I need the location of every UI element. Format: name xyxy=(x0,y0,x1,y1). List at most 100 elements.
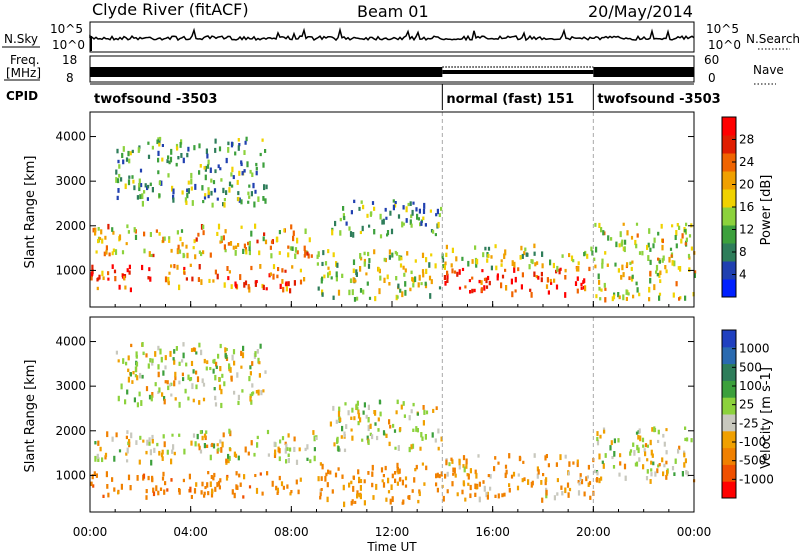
heatmap-cell xyxy=(401,479,404,486)
heatmap-cell xyxy=(190,440,193,446)
heatmap-cell xyxy=(542,473,545,477)
heatmap-cell xyxy=(242,248,245,254)
heatmap-cell xyxy=(214,374,217,381)
heatmap-cell xyxy=(550,281,553,285)
heatmap-cell xyxy=(94,455,97,462)
heatmap-cell xyxy=(326,482,329,488)
heatmap-cell xyxy=(166,159,169,164)
heatmap-cell xyxy=(404,281,407,287)
heatmap-cell xyxy=(621,264,624,271)
nave-label: Nave xyxy=(753,63,784,77)
heatmap-cell xyxy=(134,366,137,373)
heatmap-cell xyxy=(503,253,506,260)
heatmap-cell xyxy=(461,256,464,261)
heatmap-cell xyxy=(296,250,299,255)
heatmap-cell xyxy=(272,273,275,280)
heatmap-cell xyxy=(126,447,129,454)
heatmap-cell xyxy=(564,454,567,459)
heatmap-cell xyxy=(687,253,691,258)
colorbar-tick-label: 20 xyxy=(739,178,754,192)
heatmap-cell xyxy=(511,291,514,298)
heatmap-cell xyxy=(216,273,219,280)
heatmap-cell xyxy=(332,252,335,258)
freq-unit-label: [MHz] xyxy=(6,66,41,80)
colorbar-cell xyxy=(722,430,736,449)
heatmap-cell xyxy=(469,484,472,491)
heatmap-cell xyxy=(164,380,167,384)
heatmap-cell xyxy=(247,451,250,456)
heatmap-cell xyxy=(177,244,180,250)
heatmap-cell xyxy=(686,471,689,477)
heatmap-cell xyxy=(223,202,226,208)
heatmap-cell xyxy=(192,398,195,403)
heatmap-cell xyxy=(235,245,238,250)
heatmap-cell xyxy=(549,278,552,283)
heatmap-cell xyxy=(359,266,362,272)
heatmap-cell xyxy=(210,178,213,183)
heatmap-cell xyxy=(220,447,223,453)
velocity-heatmap xyxy=(90,317,696,512)
heatmap-cell xyxy=(353,297,357,302)
heatmap-cell xyxy=(185,200,188,205)
heatmap-cell xyxy=(168,236,171,240)
heatmap-cell xyxy=(655,270,658,274)
heatmap-cell xyxy=(227,453,230,459)
freq-label: Freq. xyxy=(10,53,40,67)
heatmap-cell xyxy=(212,368,215,374)
heatmap-cell xyxy=(276,236,279,243)
heatmap-cell xyxy=(385,433,388,438)
power-ylabel: Slant Range [km] xyxy=(23,156,38,269)
heatmap-cell xyxy=(195,351,198,355)
heatmap-cell xyxy=(534,262,537,267)
heatmap-cell xyxy=(528,264,531,270)
heatmap-cell xyxy=(520,284,523,290)
heatmap-cell xyxy=(475,472,478,479)
heatmap-cell xyxy=(527,479,530,485)
heatmap-cell xyxy=(192,246,195,250)
heatmap-cell xyxy=(248,250,251,256)
heatmap-cell xyxy=(582,280,585,284)
heatmap-cell xyxy=(504,472,507,479)
heatmap-cell xyxy=(217,480,221,486)
heatmap-cell xyxy=(368,224,371,228)
heatmap-cell xyxy=(336,262,339,268)
heatmap-cell xyxy=(259,343,262,349)
colorbar-tick-label: 12 xyxy=(739,223,754,237)
heatmap-cell xyxy=(471,259,474,264)
y-tick-label: 1000 xyxy=(55,263,86,277)
heatmap-cell xyxy=(404,476,408,481)
heatmap-cell xyxy=(684,458,687,464)
heatmap-cell xyxy=(125,452,128,456)
heatmap-cell xyxy=(195,384,198,390)
heatmap-cell xyxy=(600,476,603,481)
heatmap-cell xyxy=(210,190,213,196)
heatmap-cell xyxy=(649,270,652,277)
heatmap-cell xyxy=(210,491,214,498)
heatmap-cell xyxy=(136,375,139,381)
velocity-colorbar-label: Velocity [m s-1] xyxy=(759,367,774,469)
heatmap-cell xyxy=(147,276,150,280)
heatmap-cell xyxy=(420,221,423,226)
heatmap-cell xyxy=(409,219,412,225)
heatmap-cell xyxy=(127,230,130,234)
heatmap-cell xyxy=(351,435,354,441)
heatmap-cell xyxy=(600,288,603,292)
heatmap-cell xyxy=(474,492,477,497)
heatmap-cell xyxy=(367,439,370,445)
heatmap-cell xyxy=(415,207,418,212)
heatmap-cell xyxy=(636,233,639,238)
heatmap-cell xyxy=(254,474,257,478)
heatmap-cell xyxy=(233,390,236,395)
cpid-label: CPID xyxy=(6,89,38,103)
heatmap-cell xyxy=(134,234,138,241)
heatmap-cell xyxy=(618,472,621,477)
heatmap-cell xyxy=(665,460,668,465)
heatmap-cell xyxy=(394,478,397,484)
heatmap-cell xyxy=(475,263,478,268)
heatmap-cell xyxy=(601,262,604,269)
heatmap-cell xyxy=(379,213,382,220)
heatmap-cell xyxy=(453,467,456,474)
heatmap-cell xyxy=(487,275,490,281)
heatmap-cell xyxy=(494,494,497,499)
heatmap-cell xyxy=(374,422,377,426)
